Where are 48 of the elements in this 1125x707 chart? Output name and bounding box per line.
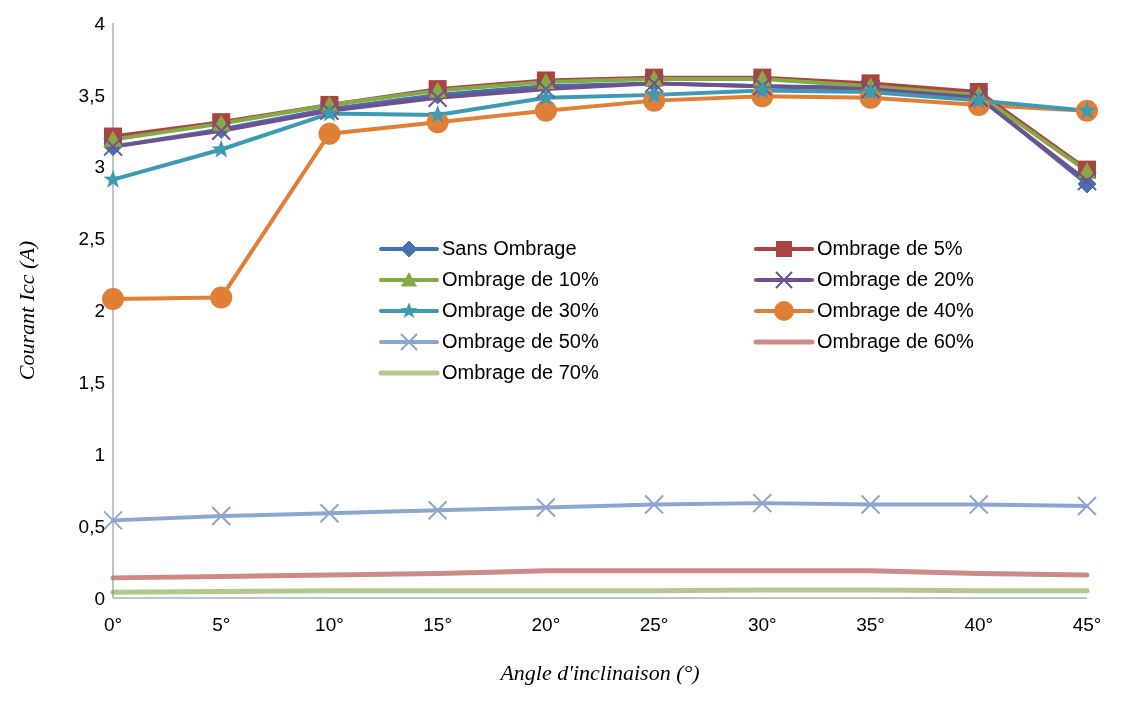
y-tick-label: 3 bbox=[94, 156, 105, 178]
y-tick-label: 4 bbox=[94, 12, 106, 34]
point bbox=[210, 286, 233, 309]
legend-label: Ombrage de 30% bbox=[442, 299, 599, 322]
y-tick-label: 2,5 bbox=[78, 228, 105, 250]
x-tick-label: 0° bbox=[103, 614, 123, 636]
point bbox=[103, 510, 123, 531]
point bbox=[318, 122, 341, 145]
point bbox=[319, 503, 340, 524]
point bbox=[102, 288, 124, 310]
x-tick-label: 25° bbox=[639, 614, 669, 636]
y-tick-label: 0,5 bbox=[78, 515, 105, 537]
x-tick-label: 40° bbox=[964, 614, 994, 636]
x-axis-title: Angle d'inclinaison (°) bbox=[498, 660, 700, 685]
point bbox=[1077, 496, 1097, 516]
point bbox=[644, 84, 664, 103]
x-tick-label: 35° bbox=[856, 614, 885, 636]
point bbox=[535, 79, 556, 100]
legend-label: Ombrage de 60% bbox=[817, 330, 974, 353]
x-tick-label: 10° bbox=[315, 614, 344, 636]
point bbox=[428, 105, 448, 124]
x-tick-label: 5° bbox=[212, 614, 231, 636]
legend-label: Ombrage de 5% bbox=[817, 237, 963, 260]
legend-label: Ombrage de 50% bbox=[442, 330, 599, 353]
y-tick-label: 2 bbox=[94, 300, 105, 322]
point bbox=[427, 500, 448, 521]
point bbox=[860, 494, 881, 515]
y-tick-label: 1,5 bbox=[78, 372, 105, 394]
x-tick-label: 30° bbox=[747, 614, 777, 636]
point bbox=[211, 506, 232, 527]
x-tick-label: 15° bbox=[423, 614, 453, 636]
point bbox=[644, 494, 665, 515]
y-tick-label: 0 bbox=[94, 587, 105, 609]
point bbox=[536, 87, 556, 106]
x-tick-label: 20° bbox=[531, 614, 561, 636]
y-tick-label: 3,5 bbox=[78, 84, 105, 106]
y-tick-label: 1 bbox=[94, 443, 105, 465]
point bbox=[534, 99, 557, 122]
legend-label: Ombrage de 20% bbox=[817, 268, 974, 291]
legend-label: Ombrage de 40% bbox=[817, 299, 974, 322]
point bbox=[968, 494, 989, 515]
point bbox=[752, 493, 773, 514]
legend-label: Ombrage de 10% bbox=[442, 268, 599, 291]
x-tick-label: 45° bbox=[1072, 614, 1102, 636]
y-axis-title: Courant Icc (A) bbox=[13, 240, 39, 381]
legend-label: Ombrage de 70% bbox=[442, 361, 599, 384]
legend-label: Sans Ombrage bbox=[442, 237, 577, 260]
point bbox=[535, 497, 556, 518]
